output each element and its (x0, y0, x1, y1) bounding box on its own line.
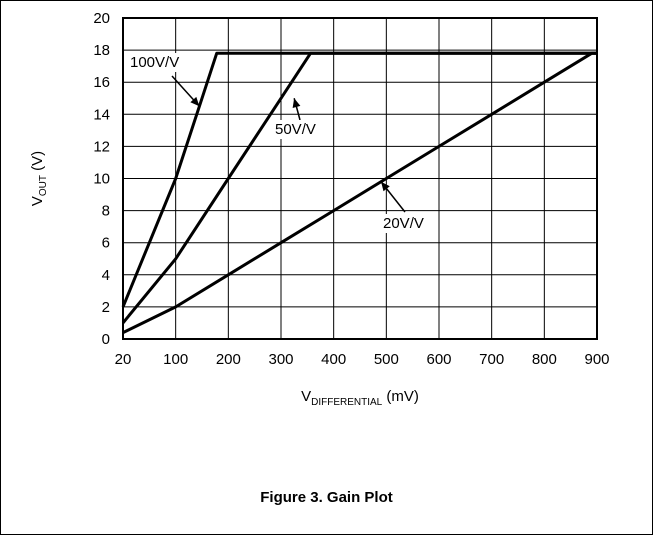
annotation-arrowhead (381, 181, 390, 192)
y-tick-label: 18 (93, 42, 110, 59)
series-line-50v-v (121, 51, 597, 324)
figure-caption: Figure 3. Gain Plot (260, 489, 393, 506)
chart-annotations: 100V/V 50V/V 20V/V (128, 53, 426, 233)
x-axis-label-unit: (mV) (382, 388, 419, 405)
y-tick-label: 14 (93, 106, 110, 123)
annotation-label-bg (273, 120, 318, 139)
annotation-label: 50V/V (275, 121, 316, 138)
y-axis-label: VOUT (V) (29, 151, 49, 206)
y-axis-label-main: V (29, 196, 46, 206)
x-tick-label: 800 (532, 351, 557, 368)
x-axis-label-main: V (301, 388, 311, 405)
annotation-label-bg (381, 214, 426, 233)
y-tick-label: 12 (93, 138, 110, 155)
x-tick-labels: 20 100 200 300 400 500 600 700 800 900 (115, 351, 610, 368)
x-tick-label: 500 (374, 351, 399, 368)
y-axis-label-unit: (V) (29, 151, 46, 175)
series-line-100v-v (121, 51, 597, 308)
chart-grid (122, 17, 598, 340)
y-tick-label: 20 (93, 10, 110, 27)
gain-chart: 20 100 200 300 400 500 600 700 800 900 0 2 4 6 8 10 12 1… (29, 10, 610, 408)
annotation-arrowhead (190, 96, 200, 107)
annotation-label: 100V/V (130, 54, 179, 71)
y-tick-label: 2 (102, 299, 110, 316)
y-tick-labels: 0 2 4 6 8 10 12 14 16 18 20 (93, 10, 110, 348)
x-tick-label: 100 (163, 351, 188, 368)
x-axis-label: VDIFFERENTIAL (mV) (301, 388, 419, 408)
y-tick-label: 6 (102, 235, 110, 252)
x-axis-label-subscript: DIFFERENTIAL (311, 397, 383, 408)
series-line-20v-v (122, 51, 597, 334)
y-tick-label: 4 (102, 267, 110, 284)
plot-border (122, 17, 598, 340)
y-tick-label: 10 (93, 171, 110, 188)
x-tick-label: 300 (268, 351, 293, 368)
annotation-label: 20V/V (383, 215, 424, 232)
x-tick-label: 600 (426, 351, 451, 368)
chart-series (121, 51, 597, 334)
x-tick-label: 20 (115, 351, 132, 368)
y-tick-label: 0 (102, 331, 110, 348)
x-tick-label: 700 (479, 351, 504, 368)
x-tick-label: 900 (584, 351, 609, 368)
y-axis-label-subscript: OUT (38, 175, 49, 196)
annotation-arrowhead (292, 98, 301, 108)
x-tick-label: 400 (321, 351, 346, 368)
annotation-label-bg (128, 53, 182, 72)
y-tick-label: 16 (93, 74, 110, 91)
y-tick-label: 8 (102, 203, 110, 220)
x-tick-label: 200 (216, 351, 241, 368)
